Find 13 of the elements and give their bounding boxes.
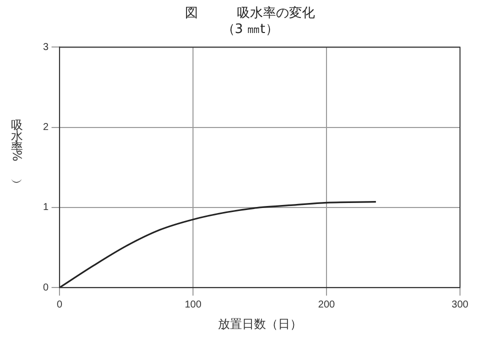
x-axis-title: 放置日数（日） xyxy=(218,317,302,332)
x-tick-label: 200 xyxy=(318,299,336,310)
line-series xyxy=(60,201,377,288)
y-tick-label: 1 xyxy=(43,202,49,214)
y-tick-label: 2 xyxy=(43,122,49,134)
x-tick-label: 100 xyxy=(184,299,202,310)
y-tick-label: 0 xyxy=(43,282,49,294)
x-tick-label: 300 xyxy=(452,299,469,310)
y-tick-label: 3 xyxy=(43,42,49,53)
y-axis-title: 吸水率（%） xyxy=(9,110,25,182)
chart-subtitle: （3 ㎜t） xyxy=(222,22,278,37)
x-tick-label: 0 xyxy=(56,299,63,310)
chart-title: 図 吸水率の変化 xyxy=(185,5,315,22)
